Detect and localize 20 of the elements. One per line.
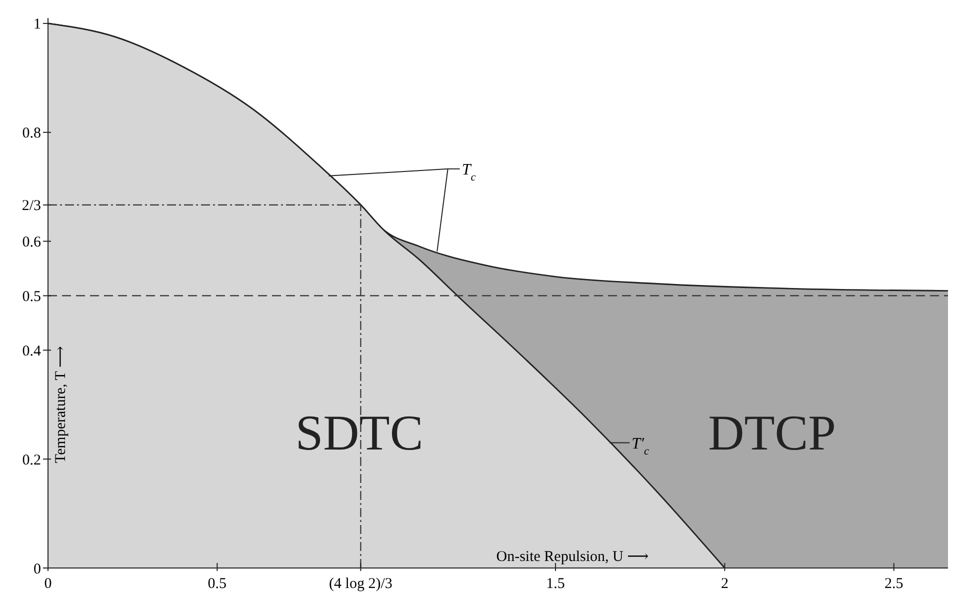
y-axis-title: Temperature, T ⟶ bbox=[53, 346, 69, 464]
annotation: T′$_{c}$ bbox=[632, 435, 650, 458]
y-tick-label: 0.5 bbox=[22, 288, 41, 305]
y-tick-label: 0.8 bbox=[22, 126, 41, 142]
annotation: T$_{c}$ bbox=[462, 162, 476, 184]
y-tick-label: 0.6 bbox=[22, 234, 42, 251]
y-tick-label: 0.2 bbox=[22, 452, 41, 468]
x-axis-title: On-site Repulsion, U ⟶ bbox=[496, 549, 649, 565]
x-tick-label: (4 log 2)/3 bbox=[329, 576, 392, 592]
x-tick-label: 0 bbox=[44, 576, 52, 592]
y-tick-label: 1 bbox=[34, 16, 41, 33]
x-tick-label: 1.5 bbox=[546, 576, 565, 592]
x-tick-label: 2 bbox=[720, 576, 728, 592]
x-tick-label: 0.5 bbox=[208, 576, 227, 592]
y-tick-label: 2/3 bbox=[22, 198, 41, 214]
y-tick-label: 0.4 bbox=[22, 343, 42, 360]
y-tick-label: 0 bbox=[34, 561, 41, 578]
annotation: DTCP bbox=[708, 404, 836, 460]
x-tick-label: 2.5 bbox=[884, 576, 904, 592]
annotation: SDTC bbox=[295, 404, 424, 460]
